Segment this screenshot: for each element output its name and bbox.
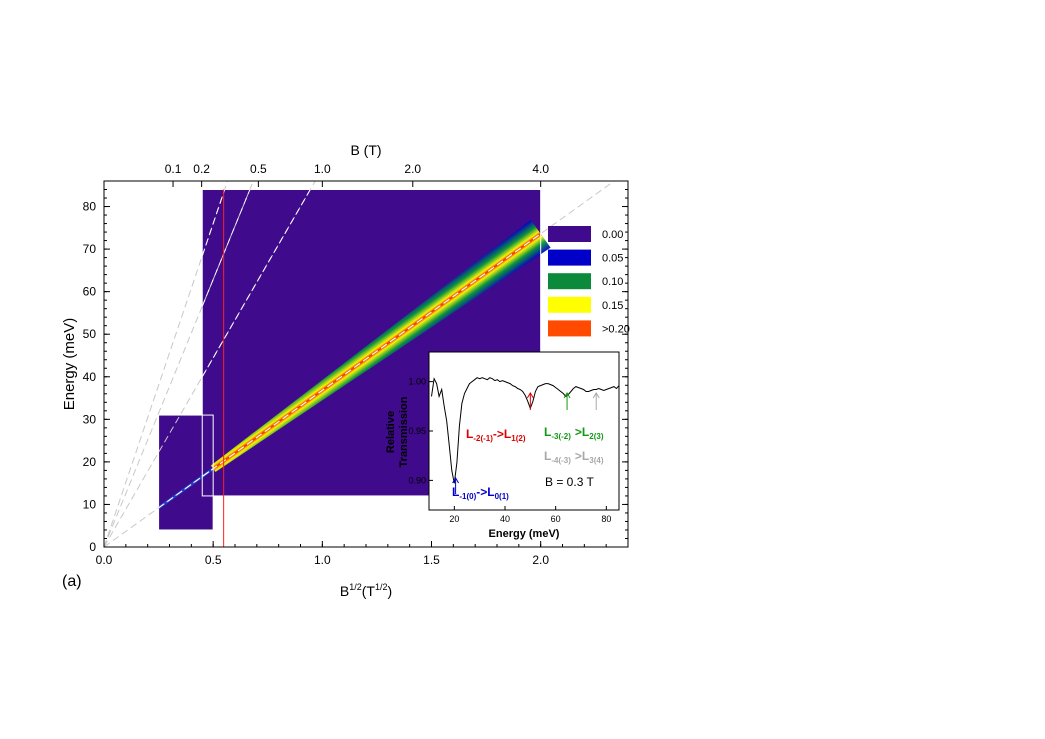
annotation-label-0: L-1(0)->L0(1)	[452, 485, 509, 501]
colorbar-swatch-0	[548, 226, 591, 242]
inset-x-tick-label-1: 40	[500, 514, 510, 524]
top-tick-label-0: 0.1	[165, 162, 182, 176]
x-tick-label-2: 1.0	[314, 553, 331, 567]
inset-y-axis-title: RelativeTransmission	[385, 396, 410, 467]
colorbar-legend: 0.00 0.05 0.10 0.15 >0.20	[548, 226, 630, 337]
annotation-label-3: L-4(-3) >L3(4)	[544, 449, 604, 465]
inset-y-tick-label-1: 0.95	[408, 426, 426, 436]
annotation-arrowhead-1	[526, 392, 534, 399]
panel-label: (a)	[62, 573, 82, 590]
inset-transmission-line	[431, 377, 620, 484]
inset-x-tick-label-3: 80	[601, 514, 611, 524]
top-tick-label-5: 4.0	[532, 162, 549, 176]
y-tick-label-1: 10	[83, 497, 97, 511]
y-tick-label-0: 0	[89, 540, 96, 554]
guide-line-inner-1	[201, 189, 311, 377]
colorbar-label-3: 0.15	[602, 300, 623, 312]
x-tick-label-4: 2.0	[532, 553, 549, 567]
y-tick-label-7: 70	[83, 242, 97, 256]
colorbar-label-0: 0.00	[602, 229, 623, 241]
top-axis-title: B (T)	[350, 142, 381, 158]
annotation-arrowhead-2	[563, 392, 571, 399]
inset-y-tick-label-0: 0.90	[408, 475, 426, 485]
annotation-arrowhead-3	[592, 392, 600, 399]
y-tick-label-4: 40	[83, 370, 97, 384]
inset-x-tick-label-0: 20	[449, 514, 459, 524]
x-tick-label-0: 0.0	[96, 553, 113, 567]
inset-y-tick-label-2: 1.00	[408, 377, 426, 387]
annotation-label-2: L-3(-2) >L2(3)	[544, 425, 604, 441]
guide-line-inner-2	[201, 189, 251, 307]
main-axis-ticks: 0.0 0.5 1.0 1.5 2.0 0 10 20 30 40 50 60 70 80 0.1 0.2 0.…	[83, 162, 629, 567]
y-tick-label-3: 30	[83, 412, 97, 426]
colorbar-label-2: 0.10	[602, 276, 623, 288]
inset-spectrum: 20 40 60 80 0.90 0.95 1.00 L-1(0)->L0(1) L-2(-1…	[385, 351, 620, 540]
guide-line-inner-0	[201, 233, 541, 477]
y-axis-title: Energy (meV)	[61, 318, 78, 411]
guide-line-inner-low	[158, 468, 214, 509]
y-tick-label-5: 50	[83, 327, 97, 341]
x-tick-label-1: 0.5	[205, 553, 222, 567]
colorbar-swatch-1	[548, 249, 591, 266]
colorbar-swatch-4	[548, 320, 591, 337]
top-tick-label-2: 0.5	[250, 162, 267, 176]
y-tick-label-6: 60	[83, 285, 97, 299]
data-region-border-1	[201, 189, 542, 497]
colorbar-label-4: >0.20	[602, 323, 630, 335]
inset-x-tick-label-2: 60	[551, 514, 561, 524]
data-region-border-0	[158, 414, 214, 531]
inset-x-axis-title: Energy (meV)	[489, 528, 560, 540]
guide-line-inner-3	[201, 189, 226, 257]
guide-lines	[104, 181, 615, 547]
inset-frame	[428, 351, 620, 511]
annotation-arrowhead-0	[452, 477, 460, 484]
x-tick-label-3: 1.5	[423, 553, 440, 567]
colorbar-label-1: 0.05	[602, 253, 623, 265]
top-tick-label-4: 2.0	[404, 162, 421, 176]
top-tick-label-3: 1.0	[314, 162, 331, 176]
y-tick-label-8: 80	[83, 200, 97, 214]
x-axis-title: B1/2(T1/2)	[340, 582, 392, 599]
annotation-label-1: L-2(-1)->L1(2)	[466, 427, 526, 443]
top-tick-label-1: 0.2	[193, 162, 210, 176]
inset-annotations: L-1(0)->L0(1) L-2(-1)->L1(2) L-3(-2) >L2(3)…	[452, 392, 604, 501]
colorbar-swatch-3	[548, 296, 591, 313]
inset-field-label: B = 0.3 T	[545, 475, 594, 489]
y-tick-label-2: 20	[83, 455, 97, 469]
colorbar-swatch-2	[548, 273, 591, 290]
inset-axis-ticks: 20 40 60 80 0.90 0.95 1.00	[408, 377, 611, 524]
